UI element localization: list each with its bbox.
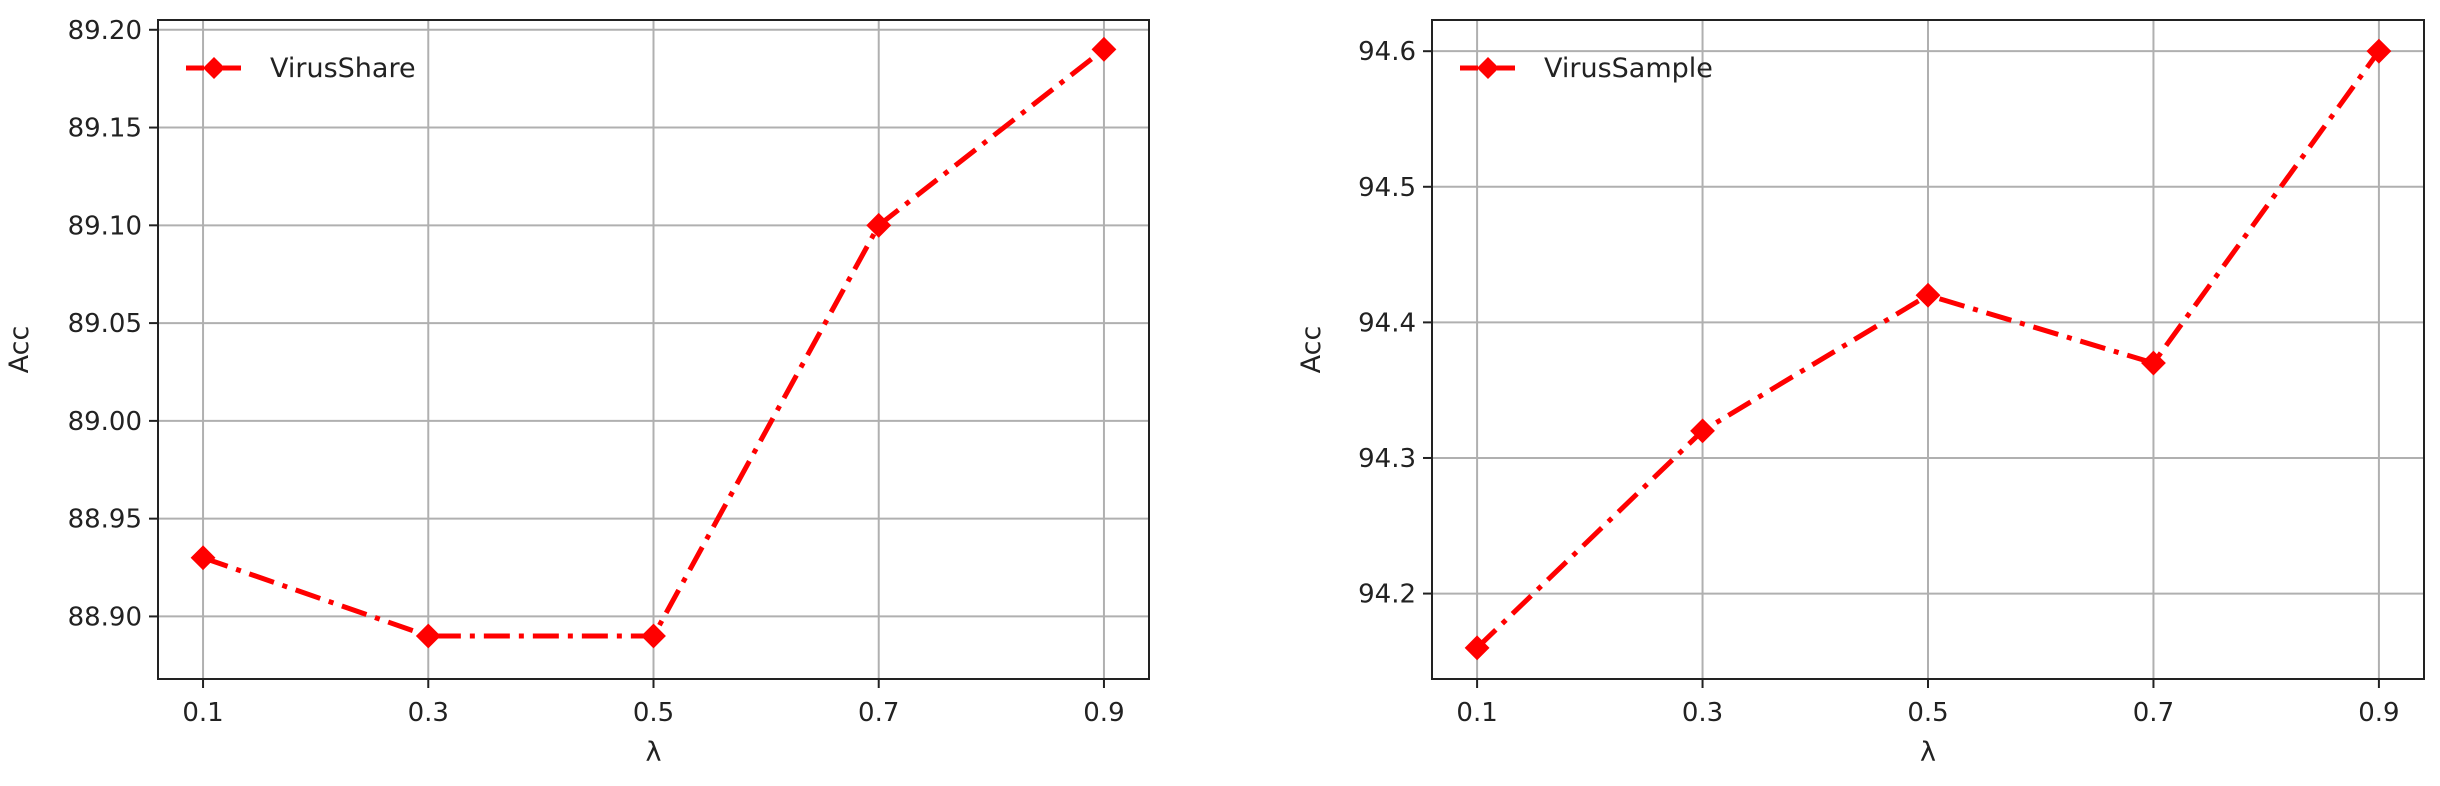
data-point [1915, 282, 1941, 308]
y-tick-label: 89.00 [68, 407, 142, 437]
x-tick-label: 0.7 [2133, 698, 2174, 728]
x-tick-label: 0.7 [858, 698, 899, 728]
data-point [190, 545, 216, 571]
data-point [1091, 36, 1117, 62]
y-tick-label: 89.05 [68, 309, 142, 339]
data-point [415, 623, 441, 649]
y-tick-label: 89.15 [68, 114, 142, 144]
legend-marker [1477, 57, 1499, 79]
y-tick-label: 88.95 [68, 505, 142, 535]
data-point [641, 623, 666, 649]
y-tick-label: 94.3 [1358, 444, 1416, 474]
y-axis-label: Acc [4, 326, 35, 374]
x-tick-label: 0.5 [1907, 698, 1948, 728]
legend-label: VirusSample [1544, 53, 1713, 84]
x-tick-label: 0.9 [1083, 698, 1124, 728]
y-tick-label: 94.5 [1358, 173, 1416, 203]
data-point [1690, 418, 1715, 444]
chart-2: 0.1 0.3 0.5 0.7 0.9 94.2 94.3 94.4 94.5 94.6 λ Acc V… [1296, 19, 2425, 768]
y-tick-label: 89.10 [68, 211, 142, 241]
y-tick-label: 94.2 [1358, 580, 1416, 610]
x-tick-label: 0.3 [1682, 698, 1723, 728]
y-tick-label: 88.90 [68, 602, 142, 632]
legend-label: VirusShare [270, 53, 416, 84]
x-tick-label: 0.9 [2358, 698, 2399, 728]
x-tick-label: 0.3 [408, 698, 449, 728]
y-tick-label: 94.6 [1358, 37, 1416, 67]
data-point [866, 212, 892, 238]
chart-1: 0.1 0.3 0.5 0.7 0.9 88.90 88.95 89.00 89.05 89.10… [4, 16, 1150, 768]
x-axis-label: λ [646, 737, 662, 768]
x-tick-label: 0.5 [633, 698, 674, 728]
legend-marker [203, 57, 225, 79]
x-axis-label: λ [1920, 737, 1936, 768]
data-point [2141, 350, 2166, 376]
data-point [1464, 635, 1490, 661]
data-point [2366, 38, 2392, 64]
y-axis-label: Acc [1296, 326, 1327, 374]
x-tick-label: 0.1 [1456, 698, 1497, 728]
y-tick-label: 89.20 [68, 16, 142, 46]
x-tick-label: 0.1 [182, 698, 223, 728]
y-tick-label: 94.4 [1358, 308, 1416, 338]
